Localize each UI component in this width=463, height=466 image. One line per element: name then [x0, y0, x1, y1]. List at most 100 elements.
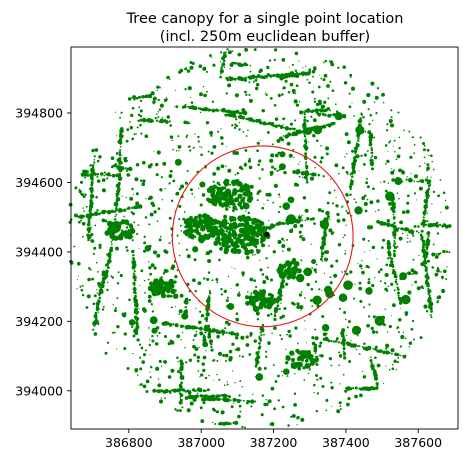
- canopy-patch: [338, 354, 343, 358]
- canopy-patch: [297, 366, 302, 371]
- canopy-patch: [81, 221, 86, 226]
- canopy-patch: [282, 368, 290, 376]
- canopy-patch: [212, 359, 216, 362]
- canopy-patch: [266, 65, 270, 70]
- canopy-patch: [202, 389, 206, 393]
- canopy-patch: [256, 141, 260, 145]
- canopy-patch: [369, 250, 371, 252]
- canopy-patch: [399, 307, 401, 309]
- canopy-patch: [176, 356, 179, 359]
- canopy-patch: [87, 214, 92, 219]
- canopy-patch: [149, 212, 154, 217]
- canopy-patch: [127, 97, 132, 101]
- canopy-patch: [262, 296, 266, 300]
- canopy-patch: [422, 287, 425, 290]
- canopy-patch: [385, 191, 395, 202]
- canopy-patch: [390, 348, 395, 353]
- canopy-patch: [126, 128, 130, 132]
- canopy-patch: [147, 278, 150, 281]
- canopy-patch: [109, 233, 116, 240]
- canopy-patch: [99, 286, 102, 289]
- canopy-patch: [93, 161, 96, 164]
- canopy-patch: [432, 222, 437, 227]
- canopy-patch: [114, 165, 117, 168]
- canopy-patch: [191, 192, 194, 195]
- canopy-patch: [181, 324, 185, 328]
- canopy-patch: [274, 117, 279, 121]
- canopy-patch: [120, 111, 123, 114]
- canopy-patch: [115, 173, 119, 178]
- canopy-patch: [248, 165, 253, 170]
- canopy-patch: [286, 247, 291, 252]
- canopy-patch: [423, 156, 426, 159]
- canopy-patch: [226, 381, 228, 383]
- canopy-patch: [229, 67, 231, 70]
- canopy-patch: [305, 167, 308, 170]
- canopy-patch: [252, 80, 255, 83]
- canopy-patch: [330, 178, 332, 180]
- canopy-patch: [361, 196, 366, 201]
- canopy-patch: [341, 328, 346, 333]
- canopy-patch: [133, 221, 136, 224]
- canopy-patch: [130, 113, 134, 118]
- canopy-patch: [208, 54, 212, 57]
- canopy-patch: [228, 197, 233, 202]
- canopy-patch: [136, 126, 139, 129]
- canopy-patch: [367, 130, 372, 135]
- canopy-patch: [133, 270, 136, 273]
- canopy-patch: [161, 199, 164, 201]
- canopy-patch: [322, 175, 325, 178]
- canopy-patch: [103, 273, 109, 278]
- canopy-patch: [311, 305, 314, 307]
- canopy-patch: [253, 238, 258, 243]
- canopy-patch: [159, 103, 164, 108]
- canopy-patch: [237, 414, 241, 419]
- canopy-patch: [126, 222, 130, 226]
- canopy-patch: [131, 325, 134, 329]
- canopy-patch: [115, 152, 119, 155]
- canopy-patch: [114, 307, 117, 309]
- canopy-patch: [93, 324, 96, 327]
- canopy-patch: [173, 266, 176, 269]
- canopy-patch: [149, 316, 158, 325]
- canopy-patch: [393, 289, 396, 292]
- canopy-patch: [426, 166, 430, 171]
- canopy-patch: [344, 389, 348, 393]
- canopy-patch: [103, 171, 106, 174]
- canopy-patch: [331, 405, 333, 408]
- canopy-patch: [427, 234, 430, 238]
- canopy-patch: [292, 148, 295, 151]
- canopy-patch: [427, 289, 432, 294]
- canopy-patch: [295, 103, 300, 107]
- canopy-patch: [133, 133, 136, 136]
- canopy-patch: [119, 149, 122, 152]
- canopy-patch: [174, 90, 176, 92]
- canopy-patch: [392, 145, 394, 147]
- canopy-patch: [270, 223, 275, 228]
- canopy-patch: [132, 194, 134, 196]
- canopy-patch: [119, 128, 124, 134]
- canopy-patch: [229, 231, 232, 235]
- canopy-patch: [255, 373, 264, 381]
- canopy-patch: [118, 133, 124, 139]
- canopy-patch: [148, 261, 150, 263]
- canopy-patch: [448, 251, 451, 254]
- canopy-patch: [240, 167, 244, 171]
- canopy-patch: [215, 228, 220, 233]
- canopy-patch: [201, 193, 206, 197]
- canopy-patch: [87, 238, 90, 242]
- canopy-patch: [254, 86, 259, 91]
- canopy-patch: [231, 266, 233, 268]
- canopy-patch: [345, 209, 348, 212]
- canopy-patch: [186, 324, 192, 330]
- canopy-patch: [178, 242, 180, 245]
- canopy-patch: [137, 374, 139, 376]
- canopy-patch: [131, 249, 135, 254]
- canopy-patch: [430, 310, 433, 313]
- canopy-patch: [423, 144, 426, 147]
- canopy-patch: [216, 334, 220, 339]
- canopy-patch: [407, 271, 412, 276]
- canopy-patch: [188, 298, 191, 302]
- canopy-patch: [311, 336, 315, 340]
- canopy-patch: [410, 172, 412, 175]
